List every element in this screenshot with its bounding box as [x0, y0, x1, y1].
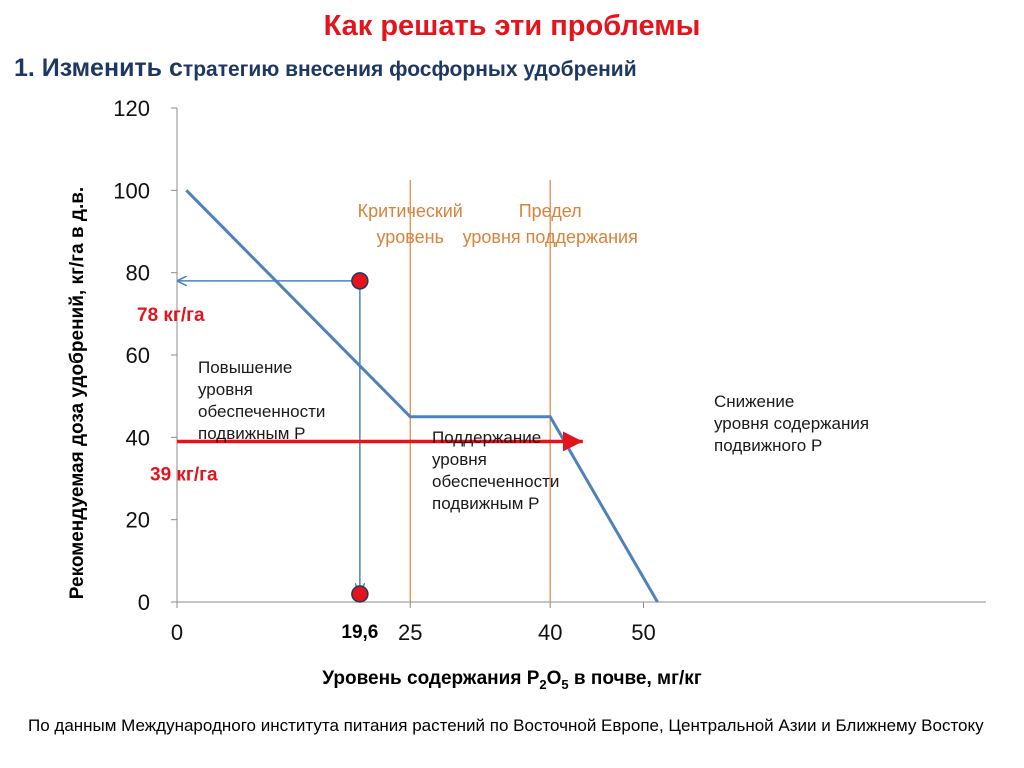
threshold-label: уровня поддержания	[463, 227, 638, 247]
threshold-label: Критический	[358, 201, 463, 221]
x-axis-label-mid: O	[546, 668, 562, 689]
dose-line	[185, 189, 659, 603]
x-tick-label: 40	[538, 620, 562, 645]
x-tick-label: 25	[398, 620, 422, 645]
y-tick-label: 100	[113, 178, 150, 203]
zone-label: обеспеченности	[432, 472, 559, 491]
source-note: По данным Международного института питан…	[28, 716, 984, 735]
annotation-39: 39 кг/га	[150, 464, 218, 485]
threshold-label: уровень	[376, 227, 444, 247]
x-tick-label: 50	[631, 620, 655, 645]
highlight-point	[351, 585, 369, 603]
zone-label: уровня	[198, 380, 253, 399]
x-axis-label-sub2: 5	[561, 676, 569, 692]
annotation-78: 78 кг/га	[137, 305, 205, 326]
zone-label: Снижение	[714, 392, 794, 411]
subtitle-main: 1. Изменить с	[14, 54, 183, 82]
x-axis-label-sub1: 2	[539, 676, 547, 692]
x-axis-label: Уровень содержания P2O5 в почве, мг/кг	[0, 668, 1024, 692]
zone-label: Повышение	[198, 358, 292, 377]
threshold-label: Предел	[519, 201, 582, 221]
x-tick-label: 0	[171, 620, 183, 645]
zone-label: подвижным Р	[432, 494, 539, 513]
y-axis-label: Рекомендуемая доза удобрений, кг/га в д.…	[67, 186, 88, 600]
y-tick-label: 40	[126, 425, 150, 450]
slide-title: Как решать эти проблемы	[323, 10, 701, 42]
x-axis-label-pre: Уровень содержания P	[322, 668, 540, 689]
zone-label: подвижного Р	[714, 436, 822, 455]
annotation-x-19-6: 19,6	[341, 622, 378, 643]
y-tick-label: 0	[138, 590, 150, 615]
x-axis-label-post: в почве, мг/кг	[568, 668, 702, 689]
zone-label: уровня	[432, 450, 487, 469]
zone-label: обеспеченности	[198, 402, 325, 421]
zone-label: подвижным Р	[198, 424, 305, 443]
zone-label: уровня содержания	[714, 414, 869, 433]
y-tick-label: 120	[113, 96, 150, 121]
y-tick-label: 20	[126, 508, 150, 533]
slide-subtitle: 1. Изменить стратегию внесения фосфорных…	[14, 54, 637, 83]
highlight-point	[351, 272, 369, 290]
subtitle-rest: тратегию внесения фосфорных удобрений	[182, 58, 637, 81]
zone-label: Поддержание	[432, 428, 541, 447]
y-tick-label: 60	[126, 343, 150, 368]
y-tick-label: 80	[126, 261, 150, 286]
